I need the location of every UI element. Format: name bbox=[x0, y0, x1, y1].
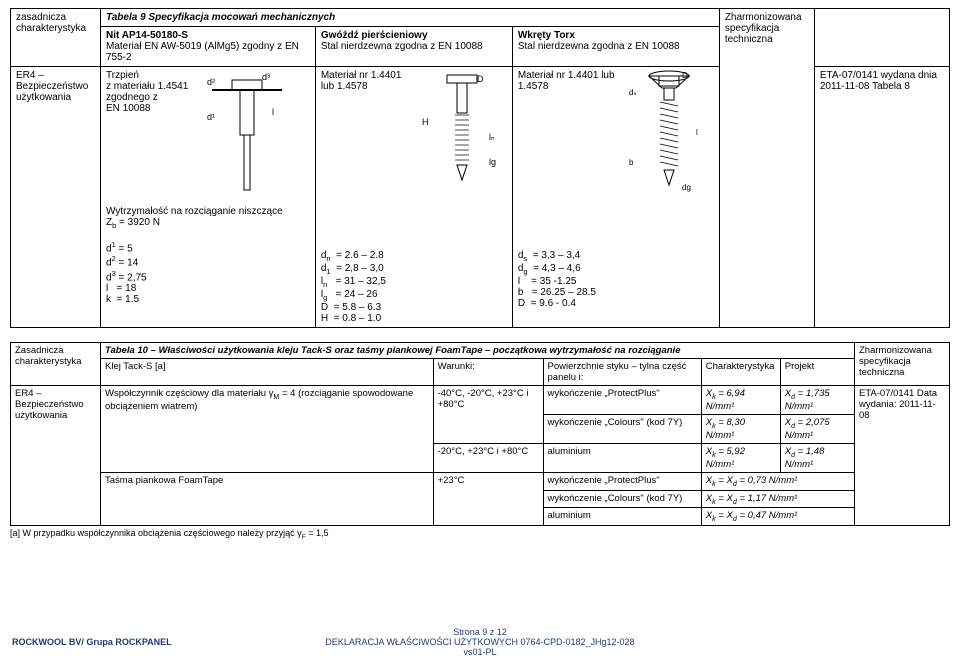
svg-text:d¹: d¹ bbox=[207, 112, 215, 122]
t10-title: Tabela 10 – Właściwości użytkowania klej… bbox=[101, 343, 855, 359]
rivet-icon: d³ d¹ l d² bbox=[202, 70, 292, 200]
svg-text:d³: d³ bbox=[262, 72, 270, 82]
t9-c1-strength: Wytrzymałość na rozciąganie niszczące bbox=[106, 206, 310, 217]
t10-r2p: wykończenie „Colours" (kod 7Y) bbox=[543, 414, 701, 443]
svg-text:l: l bbox=[696, 128, 698, 137]
t10-h-war: Warunki: bbox=[433, 359, 543, 386]
t10-h-pow: Powierzchnie styku – tylna część panelu … bbox=[543, 359, 701, 386]
t9-right-header: Zharmonizowana specyfikacja techniczna bbox=[719, 9, 814, 328]
svg-text:l: l bbox=[272, 107, 274, 117]
svg-text:d²: d² bbox=[207, 77, 215, 87]
t9-c2-title: Gwóźdź pierścieniowy Stal nierdzewna zgo… bbox=[315, 27, 512, 67]
svg-text:dₛ: dₛ bbox=[629, 88, 636, 97]
t9-c3-dims: ds = 3,3 – 3,4dg = 4,3 – 4,6l = 35 -1.25… bbox=[518, 250, 714, 309]
svg-text:b: b bbox=[629, 158, 634, 167]
t9-c2-mat: Stal nierdzewna zgodna z EN 10088 bbox=[321, 41, 483, 52]
nail-icon: D H lₙ lg bbox=[417, 70, 507, 200]
t9-c3-title-text: Wkręty Torx bbox=[518, 30, 575, 41]
t10-r2d: Xd = 2,075 N/mm¹ bbox=[780, 414, 854, 443]
t10-r4p: wykończenie „ProtectPlus" bbox=[543, 472, 701, 490]
t9-c1-title-text: Nit AP14-50180-S bbox=[106, 30, 188, 41]
t9-c3-body: Materiał nr 1.4401 lub 1.4578 D dₛ l bbox=[512, 67, 719, 328]
table-9: zasadnicza charakterystyka Tabela 9 Spec… bbox=[10, 8, 950, 328]
t10-right-ref: ETA-07/0141 Data wydania: 2011-11-08 bbox=[855, 386, 950, 526]
t10-r6p: aluminium bbox=[543, 508, 701, 526]
t9-c1-dims: d1 = 5d2 = 14d3 = 2,75l = 18k = 1.5 bbox=[106, 240, 310, 305]
t10-r3p: aluminium bbox=[543, 443, 701, 472]
screw-icon: D dₛ l b dg bbox=[624, 70, 714, 200]
footer-page: Strona 9 z 12 bbox=[322, 627, 639, 637]
t9-c2-body: Materiał nr 1.4401 lub 1.4578 bbox=[315, 67, 512, 328]
t9-c3-mat: Stal nierdzewna zgodna z EN 10088 bbox=[518, 41, 680, 52]
t10-right-header: Zharmonizowana specyfikacja techniczna bbox=[855, 343, 950, 386]
rivet-diagram: d³ d¹ l d² bbox=[202, 70, 292, 200]
t10-r5c: Xk = Xd = 1,17 N/mm¹ bbox=[701, 490, 854, 508]
t9-right-ref: ETA-07/0141 wydana dnia 2011-11-08 Tabel… bbox=[814, 67, 949, 328]
t10-footnote: [a] W przypadku współczynnika obciążenia… bbox=[10, 528, 950, 541]
page-footer: ROCKWOOL BV/ Grupa ROCKPANEL Strona 9 z … bbox=[10, 625, 950, 659]
footer-left: ROCKWOOL BV/ Grupa ROCKPANEL bbox=[12, 627, 320, 657]
svg-text:lₙ: lₙ bbox=[489, 132, 495, 142]
footer-center: Strona 9 z 12 DEKLARACJA WŁAŚCIWOŚCI UŻY… bbox=[322, 627, 639, 657]
t9-c1-zb: Zb = 3920 N bbox=[106, 217, 310, 230]
t10-r1d: Xd = 1,735 N/mm¹ bbox=[780, 386, 854, 415]
t10-r1c: Xk = 6,94 N/mm¹ bbox=[701, 386, 780, 415]
t10-r5p: wykończenie „Colours" (kod 7Y) bbox=[543, 490, 701, 508]
t9-c3-matnum: Materiał nr 1.4401 lub 1.4578 bbox=[518, 70, 618, 200]
t10-ct2: -20°C, +23°C i +80°C bbox=[433, 443, 543, 472]
t10-ct3: +23°C bbox=[433, 472, 543, 526]
t9-c3-title: Wkręty Torx Stal nierdzewna zgodna z EN … bbox=[512, 27, 719, 67]
t9-left-section: ER4 – Bezpieczeństwo użytkowania bbox=[11, 67, 101, 328]
t9-title: Tabela 9 Specyfikacja mocowań mechaniczn… bbox=[101, 9, 720, 27]
t10-h-proj: Projekt bbox=[780, 359, 854, 386]
t10-r4c: Xk = Xd = 0,73 N/mm¹ bbox=[701, 472, 854, 490]
t9-c1-body: Trzpień z materiału 1.4541 zgodnego z EN… bbox=[101, 67, 316, 328]
nail-diagram: D H lₙ lg bbox=[417, 70, 507, 200]
t10-r3d: Xd = 1,48 N/mm¹ bbox=[780, 443, 854, 472]
t10-ct1: -40°C, -20°C, +23°C i +80°C bbox=[433, 386, 543, 444]
table-10: Zasadnicza charakterystyka Tabela 10 – W… bbox=[10, 342, 950, 526]
svg-text:lg: lg bbox=[489, 157, 496, 167]
t10-left-section: ER4 – Bezpieczeństwo użytkowania bbox=[11, 386, 101, 526]
t10-h-char: Charakterystyka bbox=[701, 359, 780, 386]
t10-r3c: Xk = 5,92 N/mm¹ bbox=[701, 443, 780, 472]
svg-text:D: D bbox=[477, 74, 484, 84]
t10-r6c: Xk = Xd = 0,47 N/mm¹ bbox=[701, 508, 854, 526]
t9-c2-matnum: Materiał nr 1.4401 lub 1.4578 bbox=[321, 70, 411, 200]
t10-row2-l: Taśma piankowa FoamTape bbox=[101, 472, 434, 526]
t10-h-klej: Klej Tack-S [a] bbox=[101, 359, 434, 386]
svg-text:H: H bbox=[422, 117, 429, 127]
screw-diagram: D dₛ l b dg bbox=[624, 70, 714, 200]
t10-r1p: wykończenie „ProtectPlus" bbox=[543, 386, 701, 415]
t9-c1-mat: Materiał EN AW-5019 (AlMg5) zgodny z EN … bbox=[106, 41, 299, 63]
t9-c1-mandrel: Trzpień z materiału 1.4541 zgodnego z EN… bbox=[106, 70, 196, 200]
footer-doc: DEKLARACJA WŁAŚCIWOŚCI UŻYTKOWYCH 0764-C… bbox=[322, 637, 639, 657]
t10-r2c: Xk = 8,30 N/mm¹ bbox=[701, 414, 780, 443]
t10-row1-l: Współczynnik częściowy dla materiału γM … bbox=[101, 386, 434, 473]
t9-c2-dims: dn = 2.6 – 2.8d1 = 2,8 – 3,0ln = 31 – 32… bbox=[321, 250, 507, 324]
svg-text:dg: dg bbox=[682, 183, 691, 192]
t9-left-header: zasadnicza charakterystyka bbox=[11, 9, 101, 67]
svg-text:D: D bbox=[682, 71, 688, 80]
t9-c1-title: Nit AP14-50180-S Materiał EN AW-5019 (Al… bbox=[101, 27, 316, 67]
t9-c2-title-text: Gwóźdź pierścieniowy bbox=[321, 30, 428, 41]
t10-left-header: Zasadnicza charakterystyka bbox=[11, 343, 101, 386]
